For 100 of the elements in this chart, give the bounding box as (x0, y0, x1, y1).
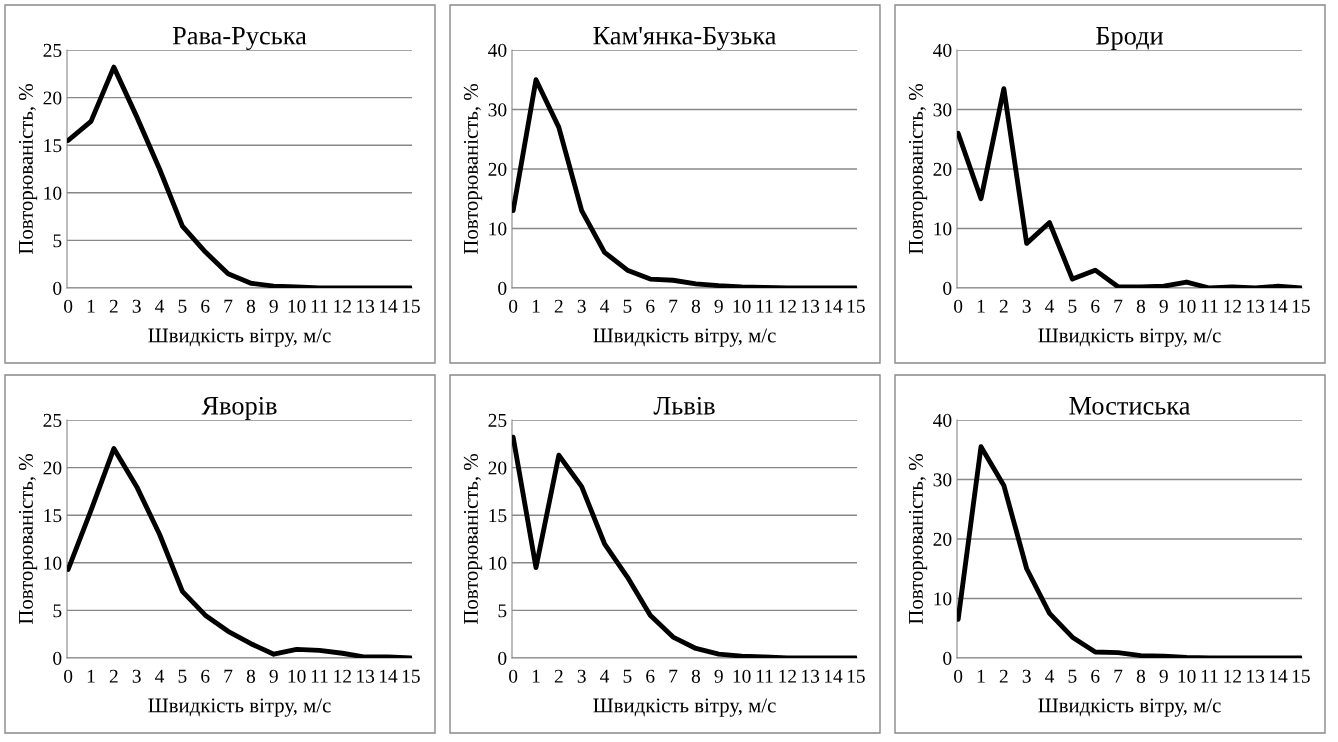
x-tick-label: 13 (802, 299, 820, 313)
y-axis-title: Повторюваність, % (908, 454, 928, 625)
y-tick-label: 5 (53, 234, 62, 248)
x-tick-label: 1 (977, 669, 985, 683)
y-tick-label: 40 (488, 43, 507, 57)
x-tick-label: 4 (1045, 299, 1055, 313)
x-tick-label: 15 (847, 669, 865, 683)
x-tick-label: 14 (1270, 669, 1288, 683)
chart-title: Львів (653, 396, 715, 415)
x-tick-label: 0 (64, 299, 73, 313)
x-tick-label: 11 (756, 669, 773, 683)
x-tick-label: 7 (224, 299, 233, 313)
x-tick-label: 5 (623, 669, 632, 683)
x-tick-label: 6 (646, 299, 655, 313)
x-tick-label: 6 (1091, 299, 1100, 313)
x-tick-label: 8 (246, 669, 256, 683)
x-tick-label: 6 (1091, 669, 1100, 683)
x-tick-label: 2 (999, 669, 1008, 683)
y-tick-label: 10 (489, 222, 507, 236)
x-tick-label: 5 (1068, 299, 1077, 313)
chart-title: Яворів (201, 396, 277, 420)
x-tick-label: 11 (311, 299, 328, 313)
x-tick-label: 0 (509, 669, 518, 683)
x-axis-title: Швидкість вітру, м/с (148, 328, 331, 347)
y-tick-label: 20 (488, 162, 507, 176)
x-tick-label: 14 (1270, 299, 1288, 313)
x-tick-label: 2 (109, 669, 118, 683)
y-tick-label: 10 (934, 222, 952, 236)
x-tick-label: 12 (779, 299, 796, 313)
x-tick-label: 3 (132, 299, 141, 313)
x-tick-label: 1 (87, 669, 95, 683)
y-tick-label: 25 (43, 43, 62, 57)
x-tick-label: 10 (288, 669, 306, 683)
y-tick-label: 20 (488, 461, 507, 475)
x-tick-label: 5 (623, 299, 632, 313)
x-tick-label: 10 (1178, 299, 1196, 313)
y-tick-label: 40 (933, 413, 952, 427)
x-tick-label: 0 (509, 299, 518, 313)
x-tick-label: 14 (825, 669, 843, 683)
chart-title: Мостиська (1069, 397, 1191, 415)
x-tick-label: 7 (1114, 299, 1123, 313)
y-tick-label: 25 (43, 413, 62, 427)
x-tick-label: 13 (357, 669, 375, 683)
x-tick-label: 12 (334, 299, 351, 313)
x-tick-label: 14 (380, 299, 398, 313)
y-tick-label: 0 (943, 651, 952, 665)
x-axis-title: Швидкість вітру, м/с (593, 328, 776, 347)
x-axis-title: Швидкість вітру, м/с (148, 698, 331, 717)
x-tick-label: 3 (1022, 299, 1031, 313)
x-tick-label: 12 (334, 669, 351, 683)
x-tick-label: 9 (714, 669, 723, 683)
y-tick-label: 20 (933, 532, 952, 546)
x-tick-label: 8 (1136, 669, 1146, 683)
x-tick-label: 1 (87, 299, 95, 313)
y-tick-label: 0 (53, 281, 62, 295)
x-tick-label: 15 (847, 299, 865, 313)
y-tick-label: 30 (933, 103, 952, 117)
x-tick-label: 8 (1136, 299, 1146, 313)
x-tick-label: 7 (669, 299, 678, 313)
chart-title: Броди (1096, 27, 1164, 50)
x-tick-label: 4 (600, 299, 610, 313)
x-tick-label: 10 (288, 299, 306, 313)
x-tick-label: 12 (1224, 299, 1241, 313)
x-tick-label: 8 (246, 299, 256, 313)
x-tick-label: 5 (178, 669, 187, 683)
x-tick-label: 12 (1224, 669, 1241, 683)
x-axis-title: Швидкість вітру, м/с (1038, 328, 1221, 347)
x-tick-label: 10 (733, 299, 751, 313)
x-tick-label: 12 (779, 669, 796, 683)
y-tick-label: 10 (934, 592, 952, 606)
y-tick-label: 20 (43, 461, 62, 475)
x-tick-label: 4 (1045, 669, 1055, 683)
y-tick-label: 10 (44, 186, 62, 200)
y-tick-label: 5 (53, 604, 62, 618)
x-tick-label: 2 (109, 299, 118, 313)
x-tick-label: 5 (1068, 669, 1077, 683)
x-tick-label: 10 (733, 669, 751, 683)
x-tick-label: 15 (1292, 299, 1310, 313)
x-tick-label: 15 (1292, 669, 1310, 683)
x-tick-label: 0 (954, 299, 963, 313)
x-tick-label: 7 (669, 669, 678, 683)
x-tick-label: 2 (554, 299, 563, 313)
x-tick-label: 6 (201, 299, 210, 313)
x-tick-label: 11 (1201, 669, 1218, 683)
y-axis-title: Повторюваність, % (908, 84, 928, 255)
y-tick-label: 40 (933, 43, 952, 57)
x-tick-label: 1 (532, 299, 540, 313)
x-tick-label: 1 (532, 669, 540, 683)
y-tick-label: 10 (489, 556, 507, 570)
x-tick-label: 0 (954, 669, 963, 683)
y-tick-label: 25 (488, 413, 507, 427)
x-tick-label: 8 (691, 669, 701, 683)
chart-title: Кам'янка-Бузька (593, 27, 777, 50)
x-tick-label: 15 (402, 299, 420, 313)
y-axis-title: Повторюваність, % (463, 454, 483, 625)
x-tick-label: 7 (224, 669, 233, 683)
x-tick-label: 5 (178, 299, 187, 313)
x-tick-label: 9 (269, 299, 278, 313)
y-axis-title: Повторюваність, % (18, 84, 38, 255)
x-tick-label: 9 (1159, 669, 1168, 683)
